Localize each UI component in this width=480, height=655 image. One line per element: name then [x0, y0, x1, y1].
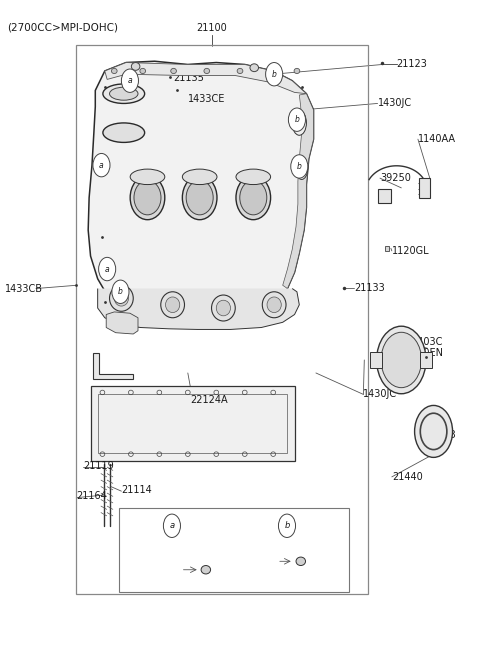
Text: b: b: [272, 69, 276, 79]
Ellipse shape: [262, 291, 286, 318]
Ellipse shape: [186, 180, 213, 215]
Ellipse shape: [237, 68, 243, 73]
Polygon shape: [106, 312, 138, 334]
Text: b: b: [284, 521, 290, 531]
Ellipse shape: [111, 68, 117, 73]
Circle shape: [112, 280, 129, 303]
Ellipse shape: [292, 111, 306, 136]
Ellipse shape: [182, 169, 217, 185]
Text: 21123: 21123: [396, 60, 428, 69]
Ellipse shape: [171, 68, 177, 73]
Text: 21440: 21440: [392, 472, 422, 482]
Bar: [385, 246, 389, 251]
Circle shape: [377, 326, 426, 394]
Text: 1433CE: 1433CE: [188, 94, 225, 104]
Text: a: a: [99, 160, 104, 170]
Bar: [76, 45, 368, 594]
Polygon shape: [97, 289, 300, 329]
Bar: [91, 386, 295, 460]
Text: 1573GC: 1573GC: [229, 557, 266, 566]
Text: 1120GL: 1120GL: [392, 246, 430, 256]
Ellipse shape: [103, 123, 144, 142]
Text: 1140AA: 1140AA: [418, 134, 456, 144]
Circle shape: [415, 405, 453, 457]
Circle shape: [98, 257, 116, 281]
Circle shape: [163, 514, 180, 538]
Ellipse shape: [161, 291, 184, 318]
Bar: [420, 178, 430, 198]
Bar: [378, 189, 391, 203]
Bar: [97, 394, 288, 453]
Circle shape: [288, 108, 305, 132]
Ellipse shape: [134, 180, 161, 215]
Ellipse shape: [296, 159, 308, 179]
Circle shape: [278, 514, 296, 538]
Ellipse shape: [103, 84, 144, 103]
Ellipse shape: [267, 297, 281, 312]
Ellipse shape: [182, 176, 217, 219]
Text: 1573JK: 1573JK: [229, 576, 261, 586]
Bar: [119, 508, 349, 593]
Ellipse shape: [140, 68, 145, 73]
Text: (2700CC>MPI-DOHC): (2700CC>MPI-DOHC): [8, 22, 119, 32]
Polygon shape: [283, 94, 313, 289]
Text: 21100: 21100: [196, 24, 227, 33]
Ellipse shape: [236, 169, 271, 185]
Ellipse shape: [204, 68, 210, 73]
Polygon shape: [88, 61, 313, 322]
Circle shape: [291, 155, 308, 178]
Bar: [420, 352, 432, 367]
Text: 1140EN: 1140EN: [406, 348, 444, 358]
Text: 1573GF: 1573GF: [124, 565, 159, 574]
Ellipse shape: [236, 176, 271, 219]
Ellipse shape: [212, 295, 235, 321]
Ellipse shape: [268, 68, 274, 73]
Text: a: a: [128, 76, 132, 85]
Text: 1433CB: 1433CB: [5, 284, 43, 293]
Text: 22124A: 22124A: [190, 395, 228, 405]
Circle shape: [381, 332, 421, 388]
Text: 1430JC: 1430JC: [378, 98, 412, 109]
Ellipse shape: [166, 297, 180, 312]
Text: 21133: 21133: [354, 283, 384, 293]
Circle shape: [265, 62, 283, 86]
Text: a: a: [169, 521, 175, 531]
Text: 21114: 21114: [121, 485, 152, 495]
Text: 21164: 21164: [76, 491, 107, 501]
Text: b: b: [118, 288, 123, 296]
Text: 39250: 39250: [380, 173, 411, 183]
Ellipse shape: [294, 68, 300, 73]
Bar: [371, 352, 383, 367]
Text: b: b: [295, 115, 300, 124]
Text: b: b: [297, 162, 302, 171]
Text: 21443: 21443: [425, 430, 456, 440]
Ellipse shape: [296, 557, 306, 565]
Ellipse shape: [114, 290, 129, 306]
Text: 21119: 21119: [84, 461, 114, 471]
Text: 1573CG: 1573CG: [229, 536, 266, 545]
Ellipse shape: [109, 286, 133, 311]
Text: a: a: [105, 265, 109, 274]
Polygon shape: [93, 354, 133, 379]
Circle shape: [93, 153, 110, 177]
Text: 11403C: 11403C: [406, 337, 444, 346]
Ellipse shape: [201, 565, 211, 574]
Ellipse shape: [130, 169, 165, 185]
Ellipse shape: [109, 87, 138, 100]
Polygon shape: [105, 62, 306, 94]
Ellipse shape: [130, 176, 165, 219]
Ellipse shape: [250, 64, 259, 71]
Ellipse shape: [240, 180, 267, 215]
Ellipse shape: [216, 300, 230, 316]
Text: 1430JC: 1430JC: [363, 389, 397, 399]
Ellipse shape: [132, 62, 140, 70]
Circle shape: [121, 69, 138, 92]
Text: 21135: 21135: [174, 73, 204, 83]
